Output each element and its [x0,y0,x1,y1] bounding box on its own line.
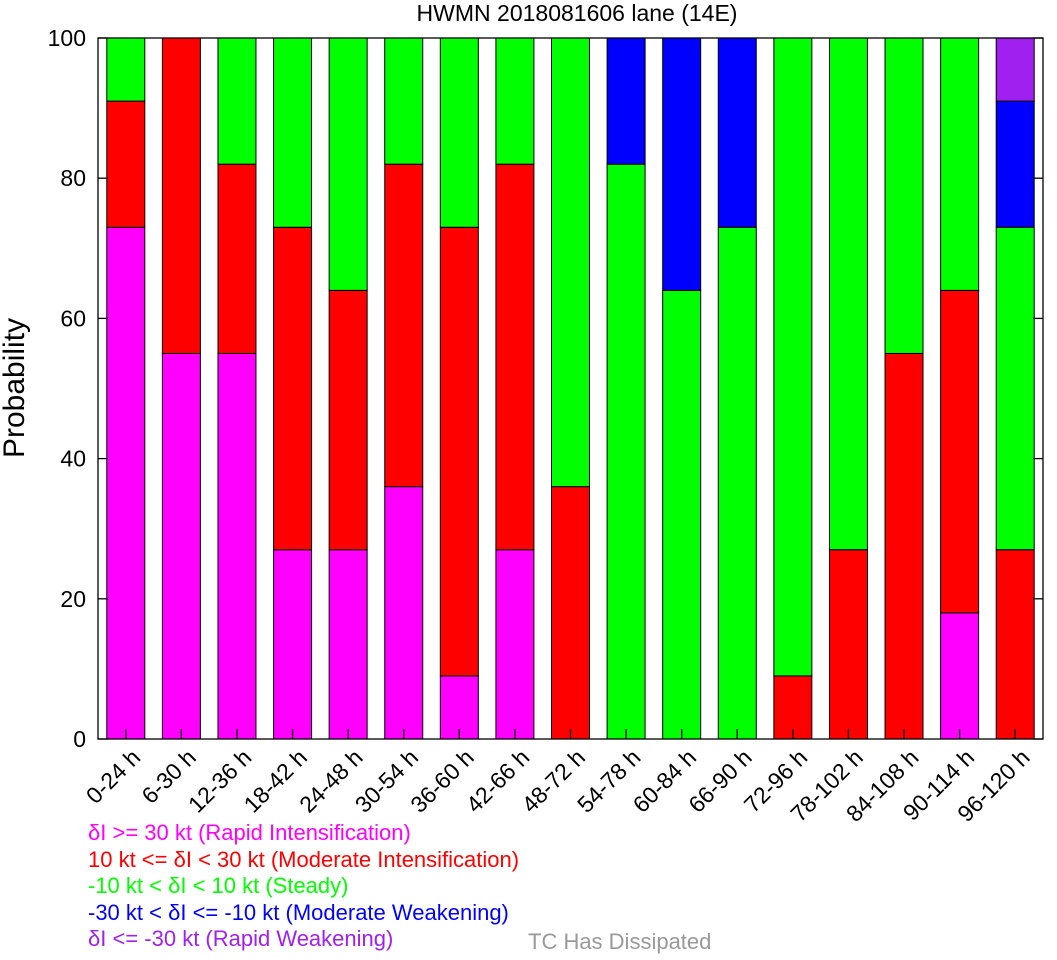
bar-segment-4-11 [662,37,702,291]
bar-segment-1-4 [273,549,313,740]
bar-segment-4-12 [717,37,757,228]
bar-segment-3-5 [328,37,368,291]
bar-segment-1-8 [495,549,535,740]
bar-segment-2-4 [273,226,313,551]
bar-segment-2-14 [828,549,868,740]
bar-segment-3-14 [828,37,868,551]
legend-item-3: -10 kt < δI < 10 kt (Steady) [88,873,349,898]
x-tick-label-1: 0-24 h [81,744,146,809]
bar-segment-3-15 [884,37,924,354]
bar-segment-1-6 [384,486,424,740]
bar-segment-2-7 [439,226,479,677]
bar-segment-4-10 [606,37,646,165]
bar-segment-2-9 [551,486,590,740]
chart-title: HWMN 2018081606 lane (14E) [417,0,738,26]
bar-segment-3-4 [273,37,313,228]
bar-segment-4-17 [995,100,1035,228]
bar-segment-2-16 [940,289,980,614]
bar-segment-2-8 [495,163,535,551]
y-tick-label-2: 20 [60,586,86,612]
legend-item-2: 10 kt <= δI < 30 kt (Moderate Intensific… [88,846,520,872]
bar-segment-2-15 [884,352,924,740]
bar-segment-3-13 [773,37,813,677]
bar-segment-3-7 [439,37,479,228]
y-axis-label: Probability [0,318,31,458]
bar-segment-1-3 [217,352,257,740]
y-tick-label-1: 0 [73,726,86,752]
bar-segment-3-9 [551,37,590,488]
bars-layer [106,37,1035,740]
bar-segment-3-17 [995,226,1035,551]
bar-segment-2-1 [106,100,146,228]
legend-item-1: δI >= 30 kt (Rapid Intensification) [88,820,411,845]
bar-segment-2-5 [328,289,368,551]
bar-segment-5-17 [995,37,1035,102]
legend-item-5: δI <= -30 kt (Rapid Weakening) [88,926,394,951]
bar-segment-3-11 [662,289,702,740]
bar-segment-1-7 [439,675,479,740]
bar-segment-1-16 [940,612,980,740]
bar-segment-1-1 [106,226,146,740]
bar-segment-3-3 [217,37,257,165]
y-tick-label-3: 40 [60,446,86,472]
y-tick-label-6: 100 [48,25,86,51]
bar-segment-3-8 [495,37,535,165]
bar-segment-2-13 [773,675,813,740]
legend-item-4: -30 kt < δI <= -10 kt (Moderate Weakenin… [88,899,509,925]
legend: δI >= 30 kt (Rapid Intensification) 10 kt… [88,820,519,953]
y-tick-label-4: 60 [60,305,86,331]
dissipated-note: TC Has Dissipated [528,929,712,954]
bar-segment-3-16 [940,37,980,291]
bar-segment-3-6 [384,37,424,165]
bar-segment-2-6 [384,163,424,488]
bar-segment-1-2 [161,352,201,740]
bar-segment-2-17 [995,549,1035,740]
bar-segment-3-10 [606,163,646,740]
bar-segment-1-5 [328,549,368,740]
bar-segment-3-1 [106,37,146,102]
bar-segment-2-3 [217,163,257,354]
y-tick-label-5: 80 [60,165,86,191]
bar-segment-2-2 [161,37,201,354]
bar-segment-3-12 [717,226,757,740]
